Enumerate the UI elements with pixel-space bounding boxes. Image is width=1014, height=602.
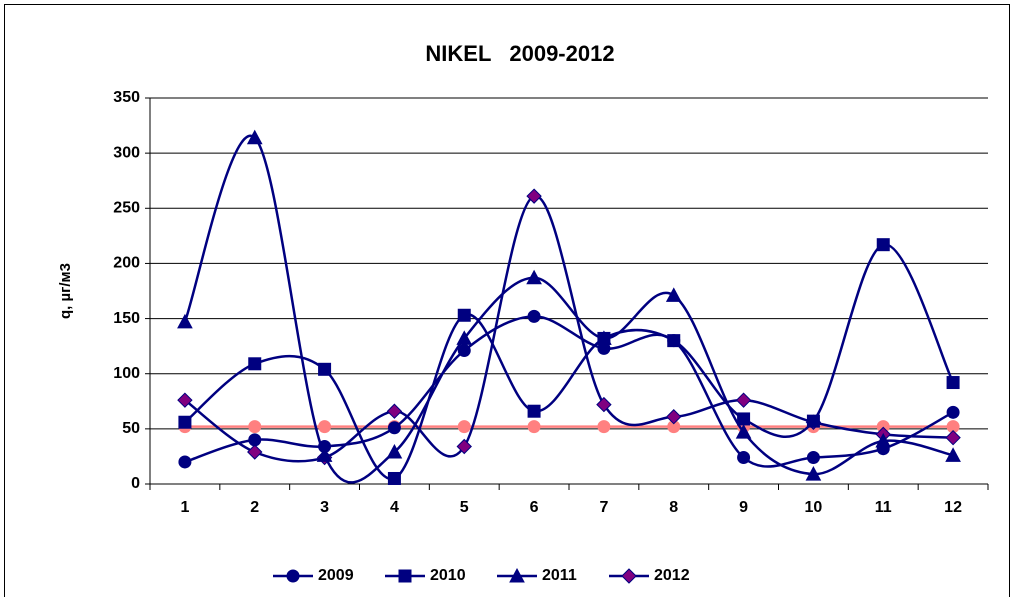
legend-marker [286,569,300,583]
data-point [527,404,541,418]
data-point [386,443,403,459]
legend-marker [621,568,637,584]
legend-marker [509,567,525,583]
data-point [456,438,472,455]
data-point [387,471,401,485]
data-point [667,334,681,348]
y-tick-label: 200 [113,255,140,272]
data-point [596,396,612,413]
x-tick-label: 7 [599,499,608,516]
data-point [247,444,263,460]
legend-label: 2011 [542,567,577,584]
y-tick-label: 0 [131,475,140,492]
data-point [946,376,960,390]
data-point [248,433,262,447]
data-point [597,341,611,355]
data-point [737,412,751,426]
data-point [387,421,401,435]
x-tick-label: 1 [180,499,189,516]
data-point [526,269,542,285]
data-point [735,424,752,439]
data-point [946,405,960,419]
legend-marker [398,569,412,583]
y-axis-label: q, µг/м3 [57,263,74,319]
data-point [876,442,890,456]
data-point [386,403,403,419]
data-point [737,451,751,465]
data-point [526,188,542,204]
data-point [318,440,332,454]
data-point [945,447,961,462]
y-tick-label: 300 [113,144,140,161]
data-point [177,392,193,408]
data-point [457,308,471,322]
data-point [246,129,263,145]
data-point [527,420,541,434]
legend-label: 2009 [318,567,354,584]
data-point [665,287,682,302]
data-point [318,420,332,434]
y-tick-label: 250 [113,200,140,217]
x-tick-label: 6 [530,499,539,516]
data-point [527,309,541,323]
y-tick-label: 350 [113,89,140,106]
data-point [805,466,822,481]
x-tick-label: 2 [250,499,259,516]
data-point [597,420,611,434]
x-tick-label: 8 [669,499,678,516]
y-tick-label: 100 [113,365,140,382]
data-point [248,357,262,371]
data-point [666,409,682,425]
x-tick-label: 3 [320,499,329,516]
y-tick-label: 50 [122,420,140,437]
data-point [735,392,752,408]
x-tick-label: 11 [875,499,892,516]
data-point [806,451,820,465]
data-point [178,455,192,469]
x-tick-label: 5 [460,499,469,516]
series-line [184,243,955,480]
data-point [945,429,961,446]
x-tick-label: 10 [805,499,823,516]
data-point [248,420,262,434]
data-point [316,447,333,462]
x-tick-label: 9 [739,499,748,516]
legend-label: 2010 [430,567,466,584]
data-point [806,414,820,428]
data-point [876,238,890,252]
legend-label: 2012 [654,567,690,584]
data-point [178,415,192,429]
data-point [457,420,471,434]
data-point [457,344,471,358]
chart-border [4,4,1010,602]
y-tick-label: 150 [113,310,140,327]
x-tick-label: 4 [390,499,399,516]
x-tick-label: 12 [944,499,962,516]
data-point [177,313,193,329]
chart-title: NIKEL 2009-2012 [425,41,614,66]
data-point [318,362,332,376]
